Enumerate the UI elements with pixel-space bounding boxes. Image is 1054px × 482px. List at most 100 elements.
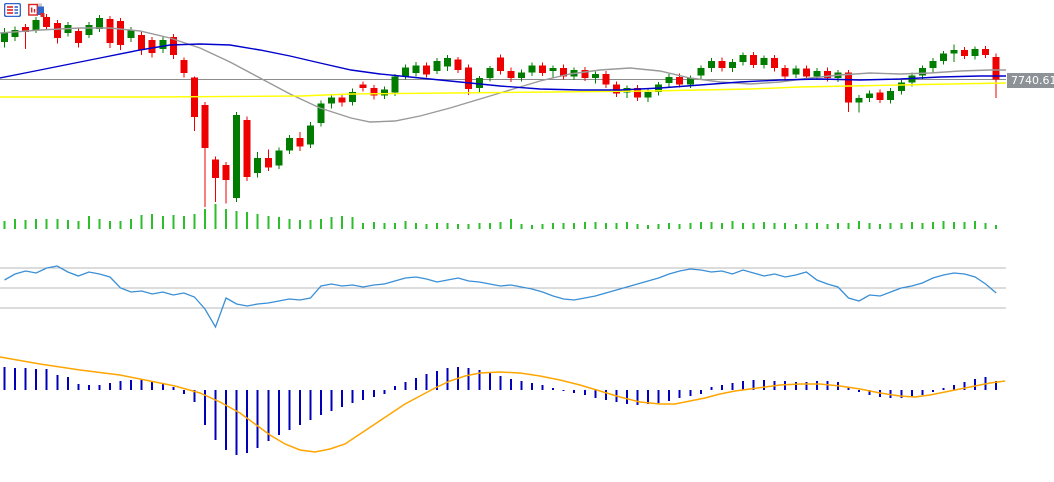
- candle-body: [53, 23, 61, 39]
- macd-histogram-bar: [298, 390, 301, 425]
- candlestick-series: [1, 14, 1000, 207]
- candle-body: [686, 78, 694, 85]
- macd-histogram-bar: [383, 390, 386, 394]
- macd-histogram-bar: [784, 381, 787, 390]
- macd-histogram-bar: [931, 390, 934, 392]
- macd-histogram-bar: [974, 379, 977, 390]
- candle-body: [929, 60, 937, 69]
- moving-average-lines: [0, 27, 1007, 123]
- macd-histogram-bar: [636, 390, 639, 405]
- macd-histogram-bar: [552, 388, 555, 390]
- macd-histogram-bar: [203, 390, 206, 425]
- candle-body: [876, 92, 884, 100]
- macd-histogram-bar: [699, 390, 702, 394]
- macd-histogram-bar: [56, 375, 59, 390]
- candle-body: [560, 68, 568, 77]
- candle-body: [486, 68, 494, 79]
- volume-bar: [889, 223, 892, 229]
- macd-histogram-bar: [594, 390, 597, 398]
- ma-yellow-line: [0, 82, 1007, 98]
- macd-histogram-bar: [66, 377, 69, 390]
- candle-body: [412, 65, 420, 74]
- candle-body: [813, 70, 821, 77]
- chart-type-switch-icon[interactable]: [28, 3, 45, 17]
- volume-bar: [235, 211, 238, 229]
- volume-bar: [214, 204, 217, 229]
- volume-histogram: [3, 204, 998, 229]
- volume-bar: [879, 224, 882, 229]
- candle-body: [127, 30, 135, 39]
- volume-bar: [277, 217, 280, 229]
- volume-bar: [457, 224, 460, 229]
- volume-bar: [604, 223, 607, 229]
- volume-bar: [594, 222, 597, 229]
- volume-bar: [203, 209, 206, 229]
- volume-bar: [256, 214, 259, 229]
- candle-body: [739, 55, 747, 62]
- macd-histogram-bar: [910, 390, 913, 397]
- volume-bar: [847, 223, 850, 229]
- volume-bar: [731, 221, 734, 229]
- candle-body: [887, 90, 895, 100]
- volume-bar: [478, 223, 481, 229]
- macd-histogram-bar: [488, 373, 491, 390]
- macd-histogram-bar: [130, 380, 133, 390]
- macd-histogram-bar: [109, 383, 111, 390]
- candle-body: [528, 65, 536, 73]
- volume-bar: [130, 219, 133, 229]
- macd-histogram-bar: [24, 368, 27, 390]
- volume-bar: [56, 219, 59, 229]
- macd-histogram-bar: [98, 385, 101, 390]
- macd-histogram-bar: [942, 388, 945, 390]
- volume-bar: [520, 224, 523, 229]
- macd-histogram-bar: [963, 382, 966, 390]
- volume-bar: [14, 219, 17, 229]
- candle-body: [11, 30, 19, 37]
- toolbar: [4, 3, 45, 17]
- macd-histogram-bar: [45, 369, 48, 390]
- volume-bar: [362, 223, 365, 229]
- volume-bar: [583, 222, 586, 229]
- macd-histogram-bar: [214, 390, 217, 440]
- candle-body: [718, 60, 726, 69]
- macd-histogram-bar: [414, 378, 417, 390]
- candle-body: [201, 105, 209, 149]
- candle-body: [792, 68, 800, 75]
- macd-histogram-bar: [531, 383, 533, 390]
- macd-signal-line: [0, 356, 1006, 453]
- candle-body: [243, 120, 251, 177]
- quote-list-icon[interactable]: [4, 3, 21, 17]
- volume-bar: [414, 223, 417, 229]
- macd-histogram-bar: [404, 382, 407, 390]
- macd-histogram-bar: [752, 380, 755, 390]
- candle-body: [285, 138, 293, 151]
- macd-histogram-bar: [921, 390, 924, 395]
- macd-histogram-bar: [509, 379, 512, 390]
- volume-bar: [858, 221, 861, 229]
- macd-histogram-bar: [225, 390, 228, 450]
- volume-bar: [784, 223, 787, 229]
- macd-histogram-bar: [868, 390, 871, 395]
- candle-body: [517, 72, 525, 79]
- macd-histogram-bar: [193, 390, 196, 402]
- macd-histogram-bar: [657, 390, 660, 403]
- candle-body: [823, 70, 831, 79]
- macd-histogram-bar: [235, 390, 238, 455]
- macd-histogram-bar: [710, 387, 713, 390]
- volume-bar: [900, 223, 903, 229]
- volume-bar: [562, 223, 565, 229]
- macd-histogram-bar: [436, 371, 439, 390]
- macd-histogram-bar: [330, 390, 333, 411]
- macd-histogram-bar: [847, 387, 850, 390]
- volume-bar: [541, 224, 544, 229]
- candle-body: [233, 115, 241, 199]
- candle-body: [750, 55, 758, 65]
- volume-bar: [351, 217, 354, 229]
- candle-body: [169, 36, 177, 55]
- volume-bar: [699, 222, 702, 229]
- candle-body: [306, 125, 314, 145]
- macd-histogram-bar: [805, 382, 808, 390]
- macd-histogram-bar: [362, 390, 365, 400]
- candle-body: [634, 88, 641, 98]
